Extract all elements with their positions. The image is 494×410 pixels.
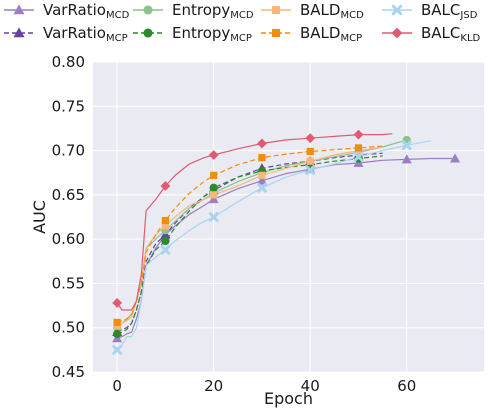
x-tick-label: 20 [204,377,223,395]
data-point [305,165,316,175]
data-point [401,140,412,151]
data-point [354,144,363,152]
data-point [209,183,218,192]
legend-label: VarRatioMCP [43,24,128,44]
series-line-varratio-mcd [116,157,455,339]
data-point [306,157,314,165]
legend-entry: EntropyMCD [133,1,254,21]
x-axis-label: Epoch [264,389,313,408]
data-point [208,150,219,160]
y-axis-ticks: 0.45 0.50 0.55 0.60 0.65 0.70 0.75 0.80 [52,53,85,381]
legend-label: BALDMCD [300,1,364,21]
y-tick-label: 0.70 [52,142,85,160]
data-point-stroke-b [112,344,123,355]
y-tick-label: 0.80 [52,53,85,71]
data-point [208,194,219,204]
data-point [305,133,316,144]
data-point [210,191,218,199]
data-point [257,182,267,193]
plot-area [93,62,484,372]
legend-label: BALCJSD [421,1,478,21]
series-markers [112,129,461,355]
x-axis-ticks: 0 20 40 60 [112,377,416,395]
data-point [160,244,171,255]
legend-entry: BALCJSD [382,1,478,21]
x-tick-label: 0 [112,377,122,395]
data-point [353,129,364,140]
data-point [210,171,218,179]
data-point [258,171,266,179]
data-point-stroke-b [353,151,364,162]
data-point [257,138,267,149]
data-point-stroke-b [257,182,267,193]
legend-entry: VarRatioMCD [4,1,130,21]
legend-marker [143,5,153,15]
series-line-balc-jsd [116,140,432,351]
legend-marker [13,27,25,38]
data-point [161,222,170,230]
data-point [306,147,314,156]
legend-label: BALDMCP [300,24,362,44]
data-point [113,318,121,326]
legend-entry: BALDMCD [261,1,364,21]
data-point [401,154,412,164]
data-point [256,175,267,185]
legend-label: BALCKLD [421,24,481,44]
legend: VarRatioMCD EntropyMCD BALDMCD BALCJSD VarRa… [4,1,481,44]
legend-marker [272,29,280,37]
data-point [353,151,364,162]
legend-marker [391,4,403,16]
data-point [208,212,219,222]
x-tick-label: 40 [301,377,320,395]
y-axis-label: AUC [30,200,49,234]
data-point-stroke-b [208,212,219,222]
data-point-stroke-b [401,140,412,151]
data-point [113,329,122,339]
data-point-stroke-b [305,165,316,175]
legend-marker [143,28,153,38]
legend-entry: BALCKLD [382,24,481,44]
data-point-stroke-b [160,244,171,255]
legend-marker-stroke-b [391,4,403,16]
legend-label: VarRatioMCD [43,1,130,21]
y-tick-label: 0.75 [52,97,85,115]
series-line-bald-mcp [116,145,383,323]
legend-marker [391,27,403,39]
data-point [450,153,461,163]
data-point [161,236,170,246]
series-line-bald-mcd [116,146,383,327]
x-tick-label: 60 [397,377,416,395]
legend-label: EntropyMCP [172,24,252,44]
series-lines [116,133,455,351]
legend-entry: EntropyMCP [133,24,252,44]
legend-marker [13,4,25,15]
data-point [160,181,171,191]
y-tick-label: 0.65 [52,186,85,204]
y-tick-label: 0.55 [52,274,85,292]
series-line-entropy-mcp [116,155,383,335]
legend-entry: VarRatioMCP [4,24,128,44]
data-point [112,344,123,355]
data-point [258,154,266,162]
legend-marker [272,6,280,14]
series-line-balc-kld [116,133,393,311]
y-tick-label: 0.45 [52,363,85,381]
y-tick-label: 0.60 [52,230,85,248]
data-point [112,297,123,308]
data-point [161,216,170,225]
legend-entry: BALDMCP [261,24,362,44]
legend-label: EntropyMCD [172,1,254,21]
y-tick-label: 0.50 [52,319,85,337]
